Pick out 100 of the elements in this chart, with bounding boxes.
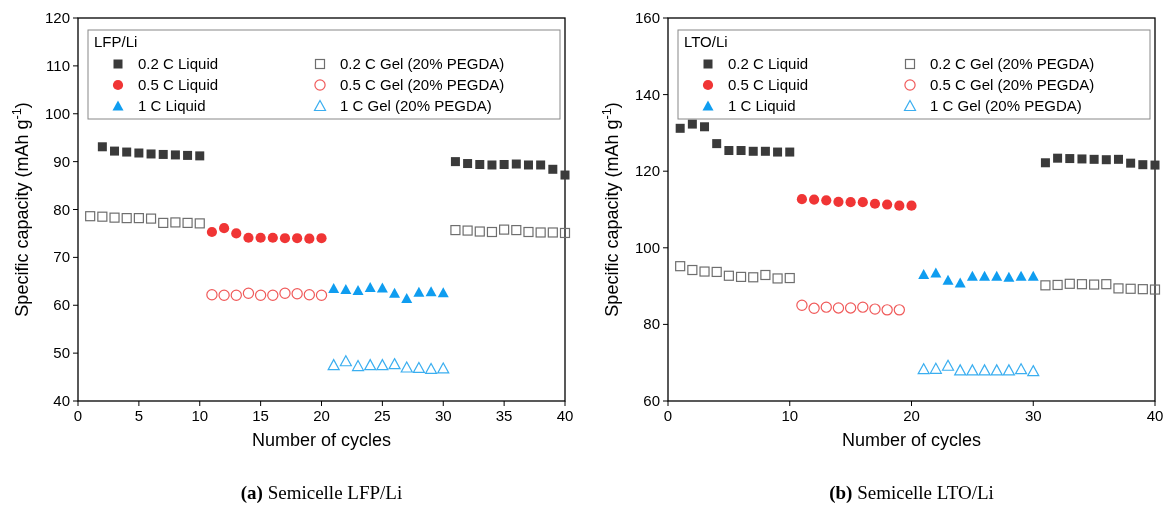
point: [304, 233, 315, 244]
y-tick-label: 120: [634, 162, 660, 180]
point: [499, 160, 509, 169]
point: [486, 226, 498, 238]
point: [1076, 279, 1088, 290]
x-tick-label: 0: [73, 407, 83, 424]
point: [450, 224, 461, 236]
point: [699, 266, 710, 277]
point: [893, 304, 906, 316]
point: [351, 359, 365, 372]
point: [1027, 270, 1039, 281]
point: [315, 289, 328, 301]
point: [942, 274, 954, 285]
point: [499, 224, 510, 235]
point: [206, 289, 218, 301]
point: [1125, 283, 1136, 294]
point: [389, 287, 401, 298]
legend-label: 1 C Gel (20% PEGDA): [930, 97, 1082, 114]
y-tick-label: 40: [53, 392, 70, 409]
point: [966, 270, 978, 281]
point: [1077, 154, 1087, 164]
point: [1027, 365, 1040, 377]
point: [857, 301, 869, 313]
point: [267, 232, 278, 243]
y-tick-label: 100: [44, 104, 70, 122]
x-axis-title: Number of cycles: [251, 430, 392, 450]
x-tick-label: 15: [252, 407, 269, 424]
point: [316, 233, 327, 244]
point: [821, 195, 832, 206]
legend-label: 0.5 C Gel (20% PEGDA): [340, 76, 505, 93]
point: [462, 225, 473, 236]
point: [328, 282, 340, 293]
point: [195, 151, 205, 161]
y-tick-label: 90: [53, 152, 70, 170]
point: [675, 261, 686, 272]
point: [724, 146, 734, 156]
point: [736, 146, 746, 156]
point: [547, 227, 558, 238]
point: [941, 359, 955, 371]
point: [327, 358, 340, 371]
point: [437, 287, 449, 298]
point: [723, 270, 734, 281]
point: [463, 159, 473, 169]
point: [773, 147, 783, 157]
point: [548, 164, 558, 174]
point: [267, 289, 279, 301]
point: [760, 146, 770, 156]
point: [712, 139, 722, 149]
legend-label: 1 C Liquid: [138, 97, 206, 114]
point: [158, 149, 168, 159]
y-tick-label: 80: [53, 200, 70, 218]
point: [523, 160, 533, 170]
point: [340, 283, 352, 294]
legend-title: LFP/Li: [94, 33, 138, 50]
point: [523, 226, 534, 238]
point: [1065, 154, 1075, 164]
legend-label: 0.2 C Gel (20% PEGDA): [930, 55, 1095, 72]
point: [1137, 284, 1148, 295]
point: [134, 148, 144, 158]
point: [735, 271, 747, 283]
point: [511, 224, 522, 236]
legend-label: 0.2 C Liquid: [138, 55, 219, 72]
point: [183, 150, 193, 160]
x-tick-label: 10: [191, 407, 209, 424]
point: [687, 119, 697, 129]
point: [145, 213, 157, 224]
point: [364, 282, 376, 293]
point: [966, 364, 979, 376]
point: [158, 217, 169, 229]
point: [536, 160, 546, 170]
legend-label: 0.2 C Liquid: [728, 55, 809, 72]
point: [979, 270, 991, 281]
point: [711, 266, 722, 278]
y-tick-label: 100: [634, 238, 660, 256]
point: [796, 194, 808, 205]
point: [560, 170, 570, 180]
point: [1089, 154, 1099, 164]
point: [230, 289, 242, 301]
point: [869, 198, 881, 209]
point: [254, 289, 267, 301]
point: [206, 226, 218, 238]
point: [1003, 271, 1015, 282]
point: [1150, 160, 1160, 170]
point: [194, 218, 205, 229]
legend-label: 0.5 C Liquid: [138, 76, 219, 93]
point: [930, 267, 942, 278]
point: [474, 226, 485, 237]
point: [413, 286, 425, 297]
text: (b) Semicelle LTO/Li: [829, 482, 994, 504]
point: [1053, 153, 1063, 163]
point: [700, 122, 710, 132]
y-tick-label: 160: [634, 9, 660, 26]
point: [376, 358, 389, 371]
point: [182, 217, 193, 229]
point: [906, 200, 917, 211]
point: [1002, 364, 1015, 376]
point: [255, 232, 266, 243]
point: [1149, 284, 1161, 295]
x-tick-label: 40: [556, 407, 574, 424]
point: [954, 277, 966, 288]
